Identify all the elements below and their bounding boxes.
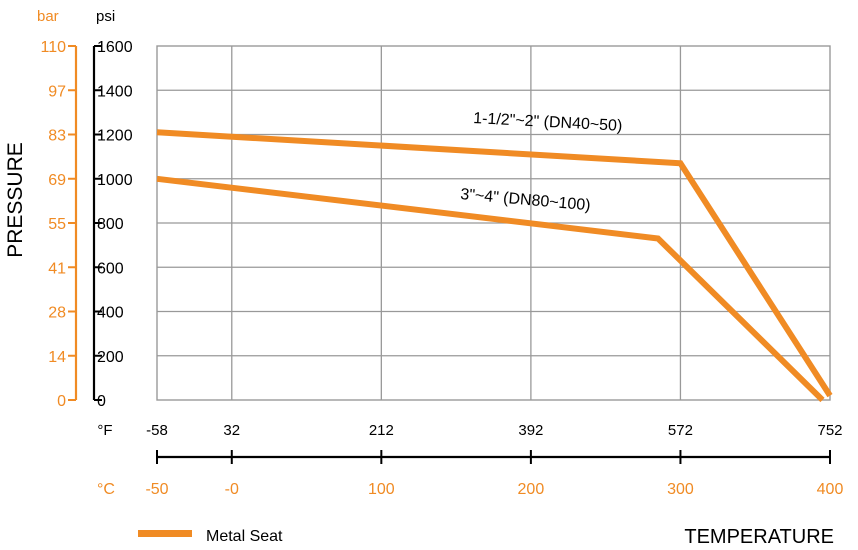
psi-tick-label: 600	[97, 260, 124, 277]
legend-label: Metal Seat	[206, 528, 283, 545]
series-label-1: 1-1/2"~2" (DN40~50)	[473, 110, 623, 135]
psi-tick-label: 1200	[97, 128, 133, 145]
bar-tick-label: 14	[48, 349, 66, 366]
series-line-1	[156, 129, 833, 398]
psi-unit-label: psi	[96, 8, 115, 25]
celsius-tick-label: 300	[667, 481, 694, 498]
series-label-2: 3"~4" (DN80~100)	[460, 186, 592, 214]
psi-tick-label: 200	[97, 349, 124, 366]
bar-unit-label: bar	[37, 8, 59, 25]
psi-tick-label: 1000	[97, 172, 133, 189]
x-axes: -58 32 212 392 572 752 -50 -0 100 200 300 400	[145, 422, 843, 498]
grid-lines	[156, 45, 831, 401]
series-line-2	[156, 175, 825, 403]
psi-tick-label: 400	[97, 305, 124, 322]
series-lines	[156, 129, 833, 403]
fahrenheit-tick-label: 32	[223, 422, 240, 439]
bar-tick-label: 55	[48, 216, 66, 233]
fahrenheit-tick-label: 212	[369, 422, 394, 439]
bar-tick-label: 28	[48, 305, 66, 322]
celsius-tick-label: -50	[145, 481, 168, 498]
fahrenheit-unit-label: °F	[97, 422, 112, 439]
psi-tick-label: 1400	[97, 83, 133, 100]
celsius-unit-label: °C	[97, 481, 115, 498]
psi-tick-label: 1600	[97, 39, 133, 56]
fahrenheit-tick-label: 572	[668, 422, 693, 439]
bar-tick-label: 0	[57, 393, 66, 410]
bar-tick-label: 69	[48, 172, 66, 189]
celsius-tick-label: 400	[817, 481, 844, 498]
psi-tick-label: 800	[97, 216, 124, 233]
celsius-tick-label: -0	[225, 481, 239, 498]
celsius-tick-label: 100	[368, 481, 395, 498]
y-axes: 0 0 200 14 400 28 600 41 800 55 1000 69 1200 83 1400 97…	[40, 39, 132, 410]
x-axis-title: TEMPERATURE	[684, 526, 834, 548]
celsius-tick-label: 200	[518, 481, 545, 498]
bar-tick-label: 41	[48, 260, 66, 277]
fahrenheit-tick-label: -58	[146, 422, 168, 439]
bar-tick-label: 97	[48, 83, 66, 100]
bar-tick-label: 110	[40, 39, 66, 56]
fahrenheit-tick-label: 752	[817, 422, 842, 439]
psi-tick-label: 0	[97, 393, 106, 410]
y-axis-title: PRESSURE	[4, 142, 27, 258]
bar-tick-label: 83	[48, 128, 66, 145]
legend-swatch	[138, 530, 192, 537]
fahrenheit-tick-label: 392	[518, 422, 543, 439]
